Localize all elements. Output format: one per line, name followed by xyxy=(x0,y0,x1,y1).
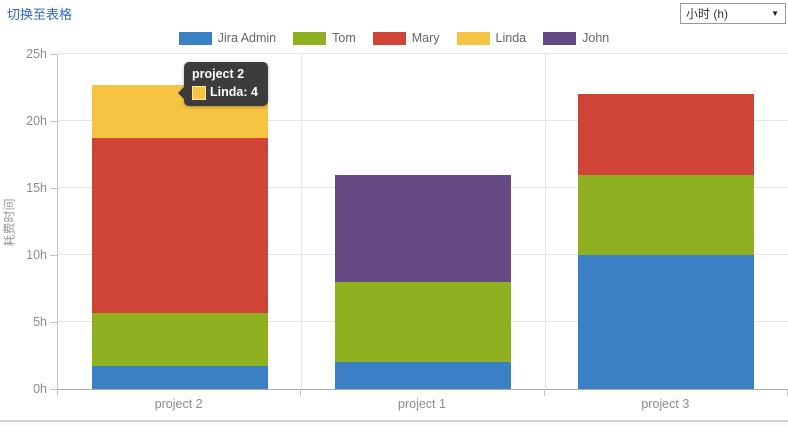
y-axis-tick-label: 15h xyxy=(26,181,47,195)
legend-label: Jira Admin xyxy=(217,31,277,45)
bar-segment-tom[interactable] xyxy=(91,312,268,367)
y-axis-tick xyxy=(50,121,57,122)
bar-segment-mary[interactable] xyxy=(91,138,268,313)
legend-swatch xyxy=(293,31,327,45)
y-axis-tick-label: 0h xyxy=(33,382,47,396)
x-axis-label: project 2 xyxy=(154,397,203,411)
y-axis-tick xyxy=(50,255,57,256)
legend-label: John xyxy=(582,31,610,45)
legend-label: Tom xyxy=(332,31,356,45)
y-axis-tick-label: 25h xyxy=(26,47,47,61)
gridline xyxy=(301,54,302,389)
y-axis-tick-label: 10h xyxy=(26,248,47,262)
tooltip-series-swatch xyxy=(192,85,206,100)
bar-segment-jira-admin[interactable] xyxy=(335,362,511,389)
x-axis-label: project 1 xyxy=(398,397,446,411)
y-axis-tick xyxy=(50,188,57,189)
y-axis-tick xyxy=(50,54,57,55)
x-axis-label: project 3 xyxy=(641,397,690,411)
bar-segment-jira-admin[interactable] xyxy=(578,255,755,389)
unit-select-wrap: 小时 (h) ▼ xyxy=(680,3,786,24)
y-axis-tick-label: 5h xyxy=(33,315,47,329)
legend-item-mary[interactable]: Mary xyxy=(372,31,440,45)
y-axis-tick xyxy=(50,322,57,323)
x-axis-tick xyxy=(300,389,301,396)
legend-swatch xyxy=(178,31,212,45)
y-axis-tick xyxy=(50,389,57,390)
gridline xyxy=(545,54,546,389)
y-axis-title: 耗费时间 xyxy=(2,198,17,247)
tooltip-title: project 2 xyxy=(192,67,245,81)
x-axis-tick xyxy=(57,389,58,396)
legend-label: Mary xyxy=(411,31,440,45)
gridline xyxy=(58,53,788,54)
legend-item-jira-admin[interactable]: Jira Admin xyxy=(178,31,277,45)
next-panel-edge xyxy=(0,420,788,426)
legend-item-john[interactable]: John xyxy=(543,31,609,45)
y-axis-tick-label: 20h xyxy=(26,114,47,128)
bar-segment-mary[interactable] xyxy=(578,94,755,175)
bar-segment-tom[interactable] xyxy=(578,174,755,255)
unit-select[interactable]: 小时 (h) xyxy=(680,3,786,24)
switch-to-table-link[interactable]: 切换至表格 xyxy=(7,7,73,22)
x-axis-tick xyxy=(544,389,545,396)
legend-swatch xyxy=(372,31,406,45)
tooltip-value: Linda: 4 xyxy=(210,85,258,99)
legend-item-tom[interactable]: Tom xyxy=(293,31,356,45)
plot-area xyxy=(57,53,788,390)
legend-swatch xyxy=(456,31,490,45)
legend-swatch xyxy=(543,31,577,45)
bar-segment-jira-admin[interactable] xyxy=(91,366,268,389)
bar-segment-tom[interactable] xyxy=(335,281,511,363)
gridline xyxy=(58,120,788,121)
chart-legend: Jira Admin Tom Mary Linda John xyxy=(0,31,788,45)
legend-label: Linda xyxy=(495,31,527,45)
bar-segment-john[interactable] xyxy=(335,174,511,282)
chart-tooltip: project 2 Linda: 4 xyxy=(177,62,268,106)
legend-item-linda[interactable]: Linda xyxy=(456,31,527,45)
